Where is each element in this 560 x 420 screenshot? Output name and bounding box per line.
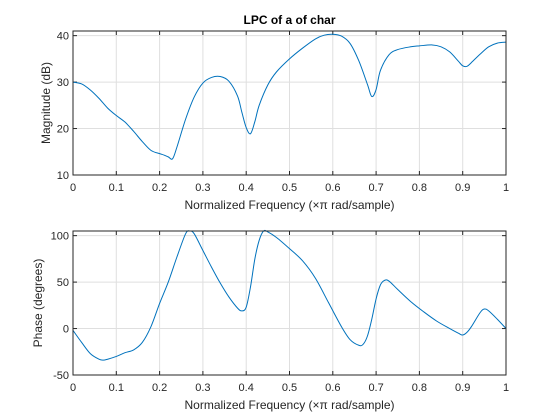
magnitude-x-tick-label: 1 <box>503 182 509 194</box>
phase-x-tick-label: 0.7 <box>368 382 383 394</box>
magnitude-x-tick-label: 0.1 <box>109 182 124 194</box>
magnitude-y-tick-label: 40 <box>57 31 69 43</box>
phase-x-tick-label: 0.5 <box>282 382 297 394</box>
phase-y-tick-label: 50 <box>57 277 69 289</box>
phase-y-axis-label: Phase (degrees) <box>31 259 45 348</box>
phase-y-tick-label: -50 <box>53 370 69 382</box>
phase-x-tick-label: 0.8 <box>412 382 427 394</box>
magnitude-x-tick-label: 0.7 <box>368 182 383 194</box>
phase-y-tick-label: 100 <box>51 231 69 243</box>
magnitude-x-tick-label: 0.4 <box>239 182 254 194</box>
phase-plot-border <box>72 230 507 376</box>
phase-x-tick-label: 1 <box>503 382 509 394</box>
chart-title: LPC of a of char <box>243 13 335 27</box>
phase-x-tick-label: 0.3 <box>195 382 210 394</box>
magnitude-x-tick-label: 0.6 <box>325 182 340 194</box>
magnitude-y-tick-label: 10 <box>57 170 69 182</box>
magnitude-x-tick-label: 0.2 <box>152 182 167 194</box>
phase-x-tick-labels: 0 0.1 0.2 0.3 0.4 0.5 0.6 0.7 0.8 0.9 1 <box>70 382 509 394</box>
phase-x-tick-label: 0.2 <box>152 382 167 394</box>
phase-plot: 0 0.1 0.2 0.3 0.4 0.5 0.6 0.7 0.8 0.9 1 -50050100 … <box>31 229 509 412</box>
phase-x-tick-label: 0.4 <box>239 382 254 394</box>
magnitude-plot: 0 0.1 0.2 0.3 0.4 0.5 0.6 0.7 0.8 0.9 1 10 20 30 40 L… <box>39 13 509 212</box>
magnitude-y-tick-labels: 10 20 30 40 <box>57 31 69 182</box>
magnitude-x-tick-label: 0.9 <box>455 182 470 194</box>
magnitude-y-axis-label: Magnitude (dB) <box>39 62 53 144</box>
phase-y-tick-labels: -50 0 50 100 <box>51 231 69 382</box>
magnitude-y-tick-label: 30 <box>57 77 69 89</box>
magnitude-y-tick-label: 20 <box>57 124 69 136</box>
phase-x-axis-label: Normalized Frequency (×π rad/sample) <box>184 398 394 412</box>
magnitude-x-tick-label: 0.5 <box>282 182 297 194</box>
magnitude-plot-border <box>72 30 507 176</box>
magnitude-x-tick-label: 0.3 <box>195 182 210 194</box>
magnitude-x-tick-labels: 0 0.1 0.2 0.3 0.4 0.5 0.6 0.7 0.8 0.9 1 <box>70 182 509 194</box>
magnitude-x-tick-label: 0.8 <box>412 182 427 194</box>
phase-response-line <box>72 229 507 361</box>
phase-x-tick-label: 0.6 <box>325 382 340 394</box>
phase-x-tick-label: 0 <box>70 382 76 394</box>
phase-x-tick-label: 0.1 <box>109 382 124 394</box>
magnitude-x-tick-label: 0 <box>70 182 76 194</box>
magnitude-response-line <box>72 33 507 160</box>
phase-x-tick-label: 0.9 <box>455 382 470 394</box>
magnitude-x-axis-label: Normalized Frequency (×π rad/sample) <box>184 198 394 212</box>
phase-y-tick-label: 0 <box>63 324 69 336</box>
